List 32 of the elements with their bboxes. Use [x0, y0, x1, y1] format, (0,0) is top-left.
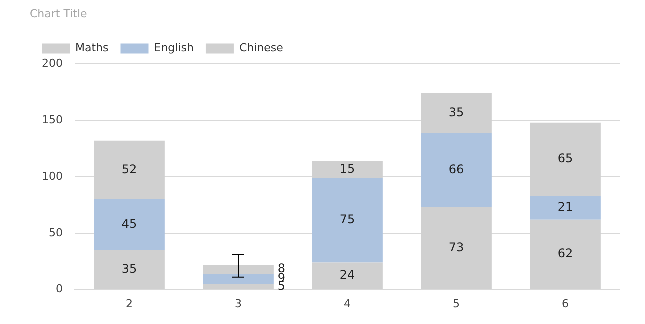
data-label: 35 [122, 262, 138, 276]
bar [421, 133, 492, 208]
data-label: 24 [340, 268, 356, 282]
y-tick-label: 50 [48, 226, 63, 240]
x-tick-label: 6 [562, 297, 569, 310]
bar [94, 200, 165, 250]
data-label: 65 [558, 152, 574, 166]
y-tick-label: 0 [56, 282, 63, 296]
bar [312, 178, 383, 263]
data-label: 52 [122, 162, 138, 176]
x-tick-label: 5 [453, 297, 460, 310]
bar [530, 196, 601, 220]
bar [203, 264, 274, 274]
chart-title: Chart Title [30, 7, 88, 20]
x-tick-label: 4 [344, 297, 351, 310]
data-label: 75 [340, 212, 356, 227]
y-tick-label: 100 [42, 170, 63, 183]
data-label: 15 [340, 162, 356, 176]
data-label: 73 [448, 240, 464, 255]
legend-label: Chinese [239, 42, 284, 55]
data-label: 66 [448, 162, 464, 176]
bar [203, 274, 274, 284]
y-tick-label: 200 [42, 57, 63, 70]
x-tick-label: 3 [234, 297, 242, 310]
data-label: 21 [558, 200, 574, 214]
data-label: 35 [448, 105, 464, 120]
data-label: 62 [558, 246, 574, 261]
legend-label: Maths [76, 42, 110, 55]
y-tick-label: 150 [42, 113, 63, 126]
legend-label: English [154, 42, 194, 55]
x-tick-label: 2 [126, 297, 133, 310]
data-label: 45 [122, 217, 138, 232]
